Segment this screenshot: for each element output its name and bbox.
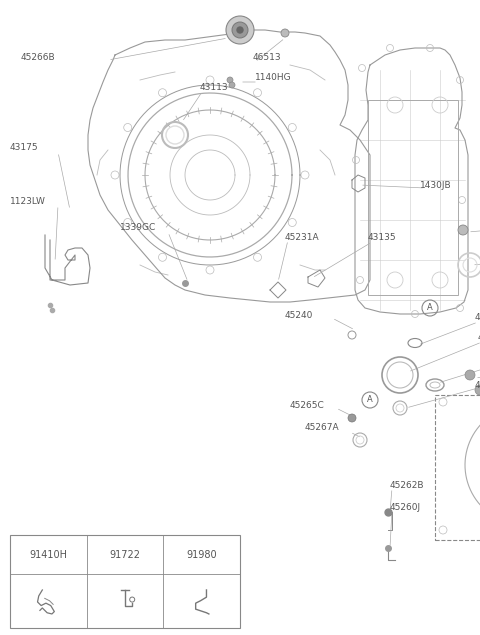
Text: 45262B: 45262B	[390, 481, 424, 490]
Text: 1430JB: 1430JB	[420, 180, 452, 189]
Text: 43175: 43175	[10, 144, 38, 152]
Text: 45516: 45516	[478, 333, 480, 342]
Circle shape	[226, 16, 254, 44]
Text: 46513: 46513	[253, 53, 282, 62]
Bar	[368, 100, 458, 295]
Circle shape	[281, 29, 289, 37]
Text: 43135: 43135	[368, 234, 396, 243]
Circle shape	[465, 370, 475, 380]
Bar	[435, 395, 480, 540]
Text: 45391: 45391	[475, 314, 480, 323]
Circle shape	[227, 77, 233, 83]
Circle shape	[237, 27, 243, 33]
Text: 91722: 91722	[109, 549, 141, 559]
Text: 91410H: 91410H	[29, 549, 67, 559]
Text: 45240: 45240	[285, 311, 313, 319]
Circle shape	[229, 82, 235, 88]
Circle shape	[348, 414, 356, 422]
Text: 43113: 43113	[200, 83, 228, 93]
Text: 45231A: 45231A	[285, 234, 320, 243]
Text: A: A	[427, 304, 433, 312]
Circle shape	[232, 22, 248, 38]
Text: 91980: 91980	[186, 549, 217, 559]
Text: 45267A: 45267A	[305, 424, 340, 432]
Text: 45260J: 45260J	[390, 502, 421, 512]
Bar	[10, 535, 240, 628]
Text: 45293A: 45293A	[475, 380, 480, 389]
Text: 45265C: 45265C	[290, 401, 325, 410]
Text: 1339GC: 1339GC	[120, 224, 156, 232]
Circle shape	[475, 385, 480, 395]
Circle shape	[458, 225, 468, 235]
Text: 45266B: 45266B	[20, 53, 55, 62]
Text: 1140HG: 1140HG	[255, 74, 292, 83]
Text: A: A	[367, 396, 373, 404]
Text: 1123LW: 1123LW	[10, 197, 46, 206]
